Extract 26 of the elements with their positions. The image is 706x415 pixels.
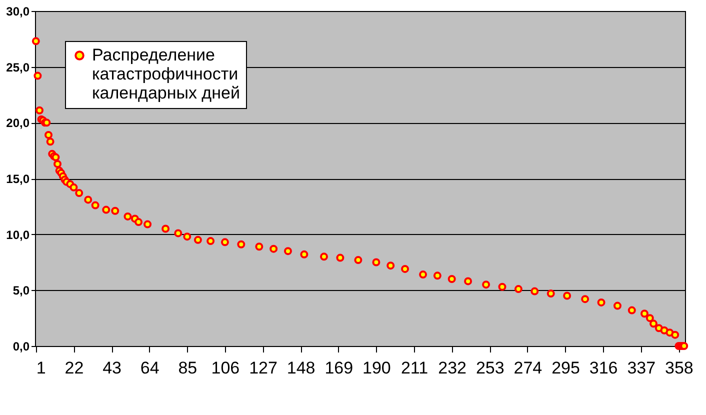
- x-tick-label: 22: [64, 358, 84, 378]
- y-tick-label: 15,0: [6, 172, 30, 186]
- x-tick-label: 316: [589, 358, 618, 378]
- x-tick-label: 85: [178, 358, 198, 378]
- x-tick-label: 232: [438, 358, 467, 378]
- x-tick-label: 64: [140, 358, 160, 378]
- legend-label: Распределение катастрофичности календарных дней: [92, 46, 240, 102]
- x-tick-label: 253: [476, 358, 504, 378]
- x-tick-label: 211: [400, 358, 428, 378]
- x-tick-label: 1: [36, 358, 46, 378]
- y-tick-label: 25,0: [6, 60, 30, 74]
- x-tick-label: 43: [102, 358, 122, 378]
- x-tick-label: 295: [552, 358, 580, 378]
- y-tick-label: 30,0: [6, 4, 30, 18]
- y-tick-label: 5,0: [12, 284, 30, 298]
- x-tick-label: 337: [627, 358, 656, 378]
- y-tick-label: 10,0: [6, 228, 30, 242]
- x-tick-label: 190: [362, 358, 391, 378]
- x-tick-label: 106: [211, 358, 240, 378]
- x-tick-label: 127: [249, 358, 278, 378]
- y-tick-label: 20,0: [6, 116, 30, 130]
- x-tick-label: 148: [286, 358, 316, 378]
- x-tick-label: 274: [514, 358, 542, 378]
- y-tick-label: 0,0: [12, 340, 30, 354]
- x-tick-label: 358: [665, 358, 694, 378]
- x-tick-label: 169: [324, 358, 354, 378]
